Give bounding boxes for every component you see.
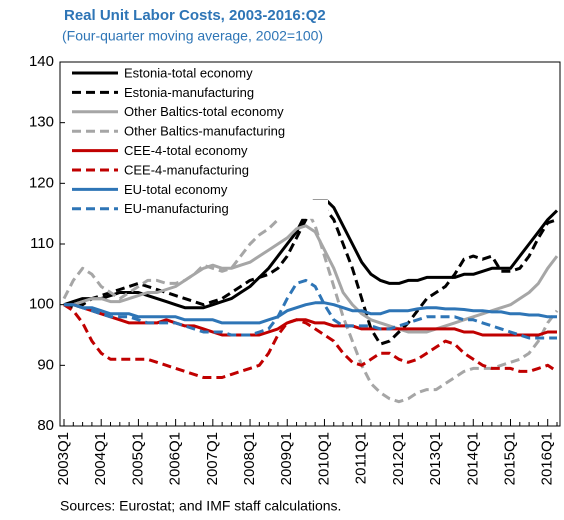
y-tick-label: 120 [29,174,54,191]
legend-bg [68,102,328,122]
series-line [64,224,559,334]
legend-bg [68,141,328,161]
legend-bg [68,161,328,180]
x-tick-label: 2016Q1 [539,432,556,485]
legend-bg [68,199,328,219]
series-line [64,278,557,340]
x-tick-label: 2010Q1 [315,432,332,485]
legend-label: Estonia-manufacturing [124,85,254,100]
series-line [64,301,557,325]
legend-label: EU-manufacturing [124,201,229,216]
legend-bg [68,83,328,103]
chart-subtitle: (Four-quarter moving average, 2002=100) [62,28,323,44]
source-note: Sources: Eurostat; and IMF staff calcula… [60,498,341,514]
series-line [62,200,559,404]
legend-label: Estonia-total economy [124,65,253,80]
y-tick-label: 110 [30,235,54,252]
x-tick-label: 2005Q1 [129,432,146,485]
y-tick-label: 100 [29,296,54,313]
legend-label: Other Baltics-total economy [124,104,284,119]
legend-label: Other Baltics-manufacturing [124,124,285,139]
x-tick-label: 2003Q1 [55,432,72,485]
legend-label: CEE-4-total economy [124,143,248,158]
x-tick-label: 2007Q1 [204,432,221,485]
x-tick-label: 2009Q1 [278,432,295,485]
legend-label: EU-total economy [124,182,228,197]
y-tick-label: 140 [29,53,54,70]
legend-bg [68,180,328,200]
chart-title: Real Unit Labor Costs, 2003-2016:Q2 [64,7,326,24]
y-tick-label: 130 [29,114,54,131]
x-tick-label: 2015Q1 [501,432,518,485]
x-tick-label: 2013Q1 [427,432,444,485]
x-tick-label: 2011Q1 [353,432,370,484]
x-tick-label: 2004Q1 [92,432,109,485]
x-tick-label: 2008Q1 [241,432,258,485]
x-tick-label: 2014Q1 [464,432,481,485]
x-tick-label: 2012Q1 [390,432,407,485]
legend-bg [68,64,328,83]
y-tick-label: 80 [37,417,54,434]
y-tick-label: 90 [37,356,54,373]
legend-bg [68,122,328,142]
legend-label: CEE-4-manufacturing [124,162,249,177]
x-tick-label: 2006Q1 [167,432,184,485]
